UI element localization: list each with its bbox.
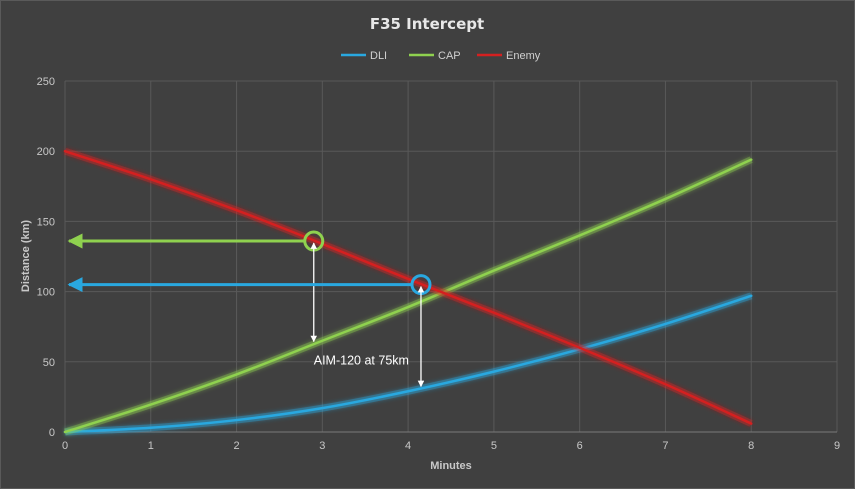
legend-label-enemy: Enemy <box>506 50 541 62</box>
legend: DLI CAP Enemy <box>341 50 541 62</box>
x-tick-label: 2 <box>233 440 239 452</box>
legend-label-cap: CAP <box>438 50 461 62</box>
series-lines <box>63 147 753 436</box>
x-tick-label: 9 <box>834 440 840 452</box>
y-tick-label: 250 <box>37 76 55 88</box>
y-tick-label: 0 <box>49 427 55 439</box>
y-tick-label: 200 <box>37 146 55 158</box>
x-tick-label: 5 <box>491 440 497 452</box>
legend-label-dli: DLI <box>370 50 387 62</box>
series-line-dli <box>63 294 753 434</box>
x-tick-label: 8 <box>748 440 754 452</box>
x-tick-label: 3 <box>319 440 325 452</box>
y-tick-label: 50 <box>43 357 55 369</box>
x-tick-label: 1 <box>148 440 154 452</box>
x-tick-label: 0 <box>62 440 68 452</box>
y-axis-label: Distance (km) <box>20 220 32 292</box>
x-tick-label: 7 <box>662 440 668 452</box>
x-tick-label: 6 <box>577 440 583 452</box>
axes: 0 50 100 150 200 250 0 1 2 3 4 5 6 7 8 9 <box>37 76 840 452</box>
y-tick-label: 100 <box>37 287 55 299</box>
x-tick-label: 4 <box>405 440 411 452</box>
y-tick-label: 150 <box>37 216 55 228</box>
x-axis-label: Minutes <box>430 460 472 472</box>
annotations: AIM-120 at 75km <box>314 354 409 368</box>
annotation-text: AIM-120 at 75km <box>314 354 409 368</box>
intercept-markers <box>67 230 432 388</box>
series-line-cap <box>63 158 753 434</box>
chart-title: F35 Intercept <box>370 15 484 33</box>
series-line-enemy <box>63 149 753 425</box>
